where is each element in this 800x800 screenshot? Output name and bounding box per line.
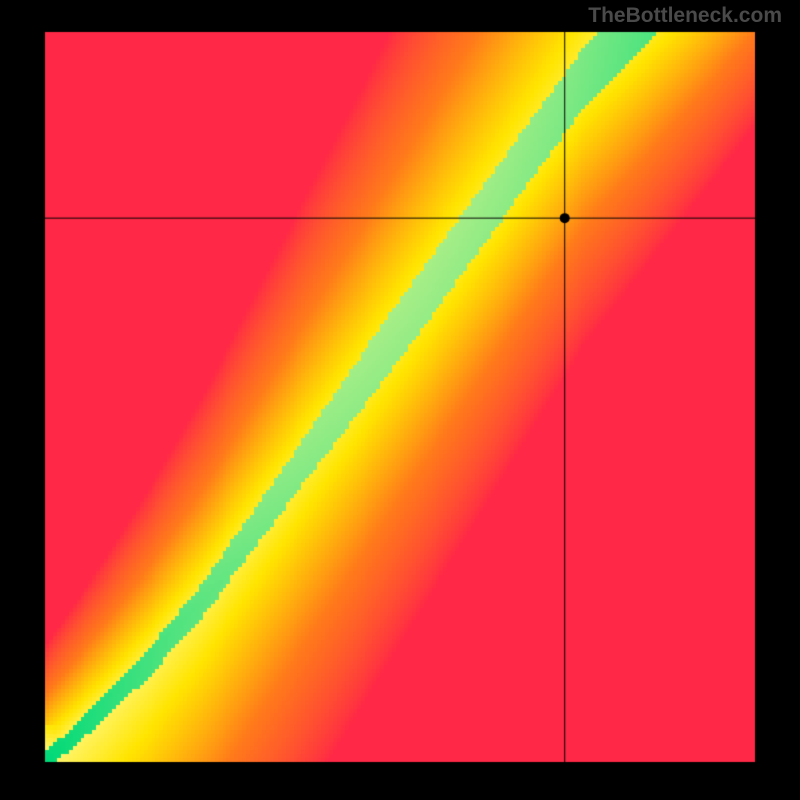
attribution-label: TheBottleneck.com xyxy=(588,4,782,28)
bottleneck-heatmap xyxy=(0,0,800,800)
chart-container: TheBottleneck.com xyxy=(0,0,800,800)
